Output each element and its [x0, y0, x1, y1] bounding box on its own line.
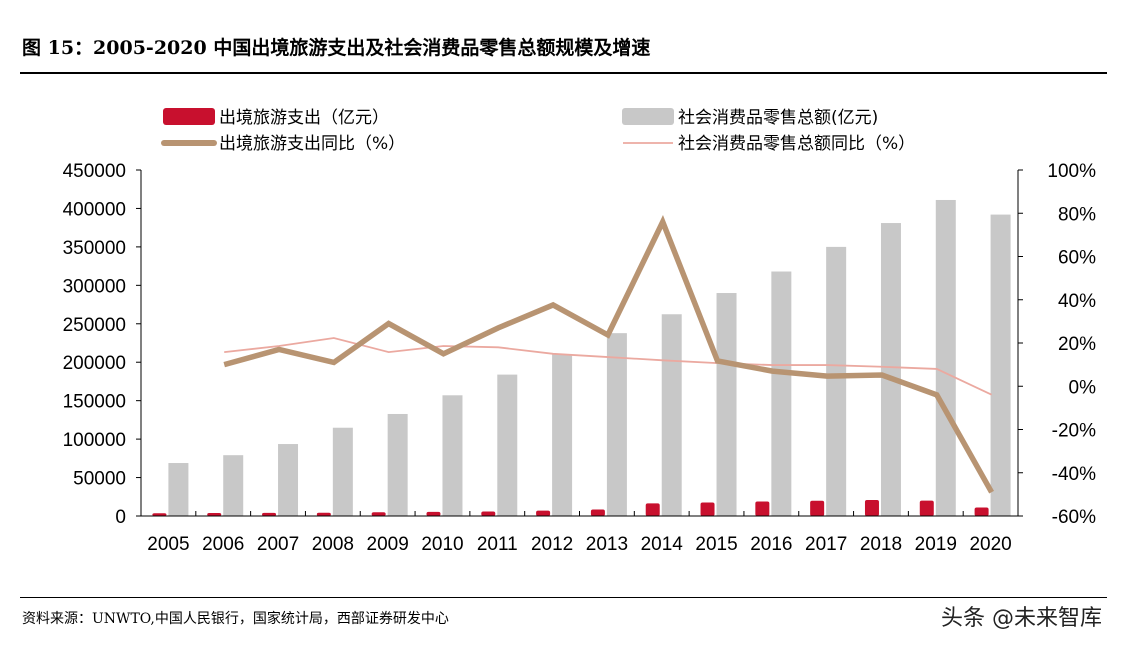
legend-label: 社会消费品零售总额同比（%） — [678, 134, 915, 154]
bar-retail-sales — [223, 455, 244, 516]
bar-retail-sales — [168, 463, 189, 516]
bar-retail-sales — [661, 314, 682, 516]
bar-retail-sales — [716, 293, 737, 516]
left-tick-label: 450000 — [63, 161, 126, 182]
legend-swatch-outbound-spending — [163, 108, 215, 125]
x-tick-label: 2006 — [202, 534, 244, 555]
bar-outbound-spending — [152, 513, 167, 516]
right-tick-label: 100% — [1047, 161, 1096, 182]
bar-outbound-spending — [810, 500, 825, 516]
legend-label: 出境旅游支出（亿元） — [219, 108, 389, 128]
x-tick-label: 2013 — [586, 534, 628, 555]
right-tick-label: 0% — [1069, 377, 1097, 398]
x-tick-label: 2019 — [915, 534, 957, 555]
right-tick-label: 40% — [1058, 291, 1096, 312]
left-tick-label: 100000 — [63, 430, 126, 451]
bar-outbound-spending — [864, 500, 879, 516]
legend-swatch-retail-sales — [622, 108, 674, 125]
left-tick-label: 200000 — [63, 353, 126, 374]
x-tick-label: 2011 — [477, 534, 518, 555]
right-tick-label: -20% — [1052, 421, 1096, 442]
bar-outbound-spending — [207, 513, 222, 516]
chart: 0 50000 100000 150000 200000 250000 300000 3500… — [63, 108, 1097, 555]
bottom-rule — [20, 597, 1107, 598]
x-tick-label: 2012 — [531, 534, 573, 555]
x-tick-label: 2015 — [695, 534, 737, 555]
x-tick-label: 2009 — [367, 534, 409, 555]
left-tick-label: 250000 — [63, 315, 126, 336]
bar-retail-sales — [826, 246, 847, 516]
x-tick-label: 2014 — [641, 534, 684, 555]
right-tick-label: -60% — [1052, 507, 1096, 528]
x-tick-label: 2007 — [257, 534, 299, 555]
x-tick-label: 2008 — [312, 534, 354, 555]
bar-outbound-spending — [536, 510, 551, 516]
left-tick-label: 150000 — [63, 392, 126, 413]
bar-retail-sales — [771, 271, 792, 516]
bar-outbound-spending — [371, 512, 386, 516]
legend-label: 出境旅游支出同比（%） — [219, 134, 405, 154]
x-tick-label: 2005 — [147, 534, 189, 555]
bar-outbound-spending — [755, 501, 770, 516]
left-tick-label: 350000 — [63, 238, 126, 259]
right-tick-label: -40% — [1052, 464, 1096, 485]
right-tick-label: 80% — [1058, 204, 1096, 225]
bar-retail-sales — [935, 199, 956, 516]
bar-retail-sales — [332, 427, 353, 516]
source-note: 资料来源：UNWTO,中国人民银行，国家统计局，西部证券研发中心 — [22, 611, 449, 627]
watermark: 头条 @未来智库 — [941, 606, 1102, 631]
bar-outbound-spending — [262, 512, 277, 516]
bar-retail-sales — [497, 374, 518, 516]
left-tick-label: 50000 — [73, 469, 126, 490]
bar-retail-sales — [880, 223, 901, 516]
left-tick-label: 400000 — [63, 199, 126, 220]
bar-retail-sales — [552, 354, 573, 516]
bar-outbound-spending — [481, 511, 496, 516]
bar-outbound-spending — [645, 503, 660, 516]
bar-retail-sales — [606, 333, 627, 516]
bar-outbound-spending — [919, 500, 934, 516]
bar-outbound-spending — [974, 507, 989, 516]
x-tick-label: 2017 — [805, 534, 847, 555]
right-tick-label: 60% — [1058, 248, 1096, 269]
bar-retail-sales — [278, 444, 299, 516]
x-tick-label: 2020 — [969, 534, 1011, 555]
bar-retail-sales — [442, 395, 463, 516]
x-tick-label: 2010 — [421, 534, 463, 555]
right-tick-label: 20% — [1058, 334, 1096, 355]
left-tick-label: 0 — [115, 507, 126, 528]
x-tick-label: 2016 — [750, 534, 792, 555]
bar-retail-sales — [990, 214, 1011, 516]
legend-label: 社会消费品零售总额(亿元) — [678, 108, 878, 128]
top-rule — [20, 72, 1107, 74]
bar-outbound-spending — [700, 502, 715, 516]
bar-outbound-spending — [316, 512, 331, 516]
bar-retail-sales — [387, 413, 408, 516]
bar-outbound-spending — [426, 511, 441, 516]
chart-title: 图 15：2005-2020 中国出境旅游支出及社会消费品零售总额规模及增速 — [22, 37, 651, 59]
left-tick-label: 300000 — [63, 276, 126, 297]
bar-outbound-spending — [590, 509, 605, 516]
x-tick-label: 2018 — [860, 534, 902, 555]
